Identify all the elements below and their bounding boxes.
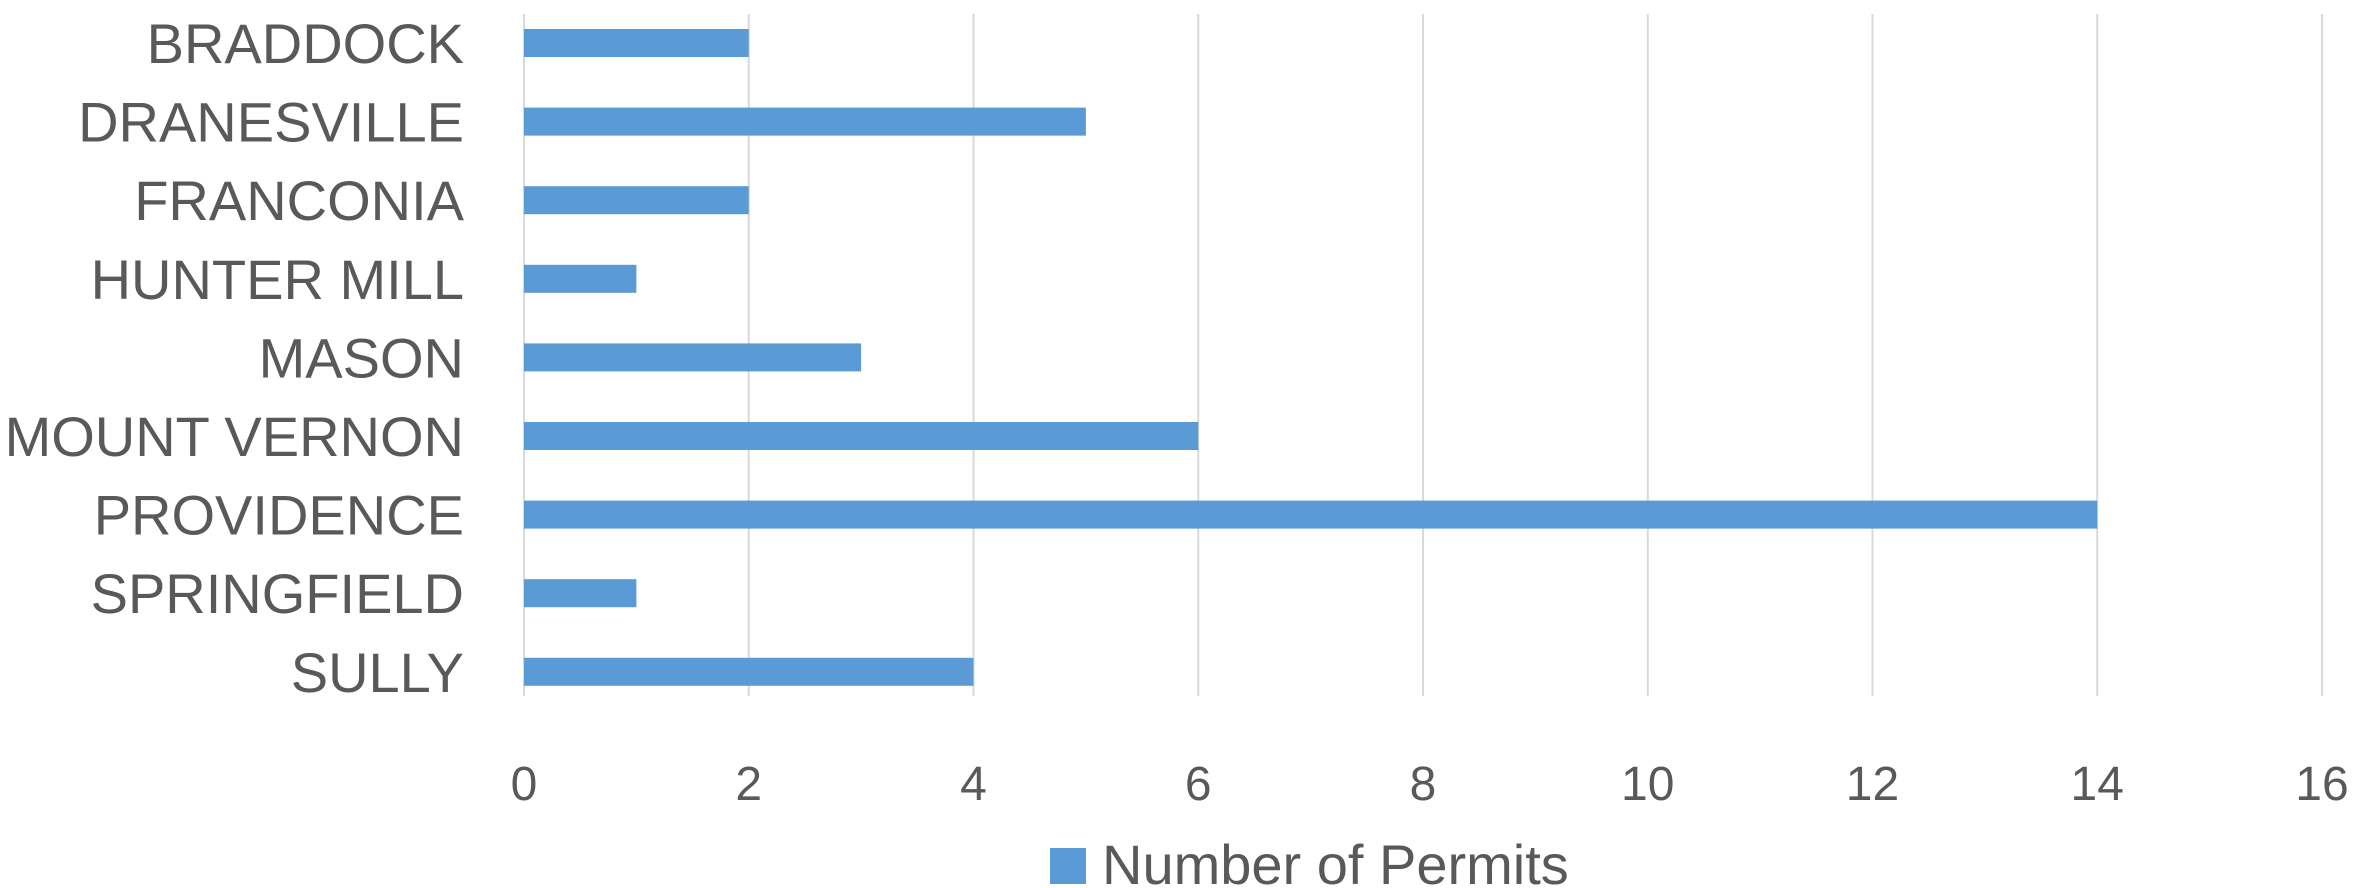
category-label: SULLY (291, 641, 464, 704)
x-tick-label: 16 (2295, 758, 2348, 811)
category-label: BRADDOCK (147, 12, 464, 75)
bar (524, 343, 862, 372)
legend-label: Number of Permits (1102, 833, 1569, 888)
category-label: DRANESVILLE (78, 91, 464, 154)
category-label: MOUNT VERNON (5, 405, 464, 468)
category-label: MASON (259, 326, 464, 389)
x-tick-label: 2 (735, 758, 762, 811)
legend: Number of Permits (1050, 833, 1569, 888)
x-tick-label: 12 (1846, 758, 1899, 811)
bar (524, 500, 2098, 529)
bar (524, 186, 749, 215)
x-tick-label: 10 (1621, 758, 1674, 811)
bar (524, 29, 749, 57)
legend-swatch (1050, 848, 1086, 884)
bar (524, 107, 1086, 136)
bar (524, 579, 637, 608)
category-label: SPRINGFIELD (91, 562, 464, 625)
x-tick-label: 14 (2071, 758, 2124, 811)
x-tick-label: 4 (960, 758, 987, 811)
x-tick-label: 8 (1410, 758, 1437, 811)
bar (524, 264, 637, 293)
category-label: PROVIDENCE (94, 484, 464, 547)
category-label: HUNTER MILL (91, 248, 464, 311)
bar (524, 422, 1199, 450)
x-tick-label: 0 (511, 758, 538, 811)
bar (524, 657, 974, 686)
bar-series (524, 29, 2098, 686)
value-axis-tick-labels: 0 2 4 6 8 10 12 14 16 (511, 758, 2349, 811)
category-label: FRANCONIA (134, 169, 464, 232)
category-axis-labels: BRADDOCK DRANESVILLE FRANCONIA HUNTER MILL M… (5, 12, 465, 704)
x-tick-label: 6 (1185, 758, 1212, 811)
